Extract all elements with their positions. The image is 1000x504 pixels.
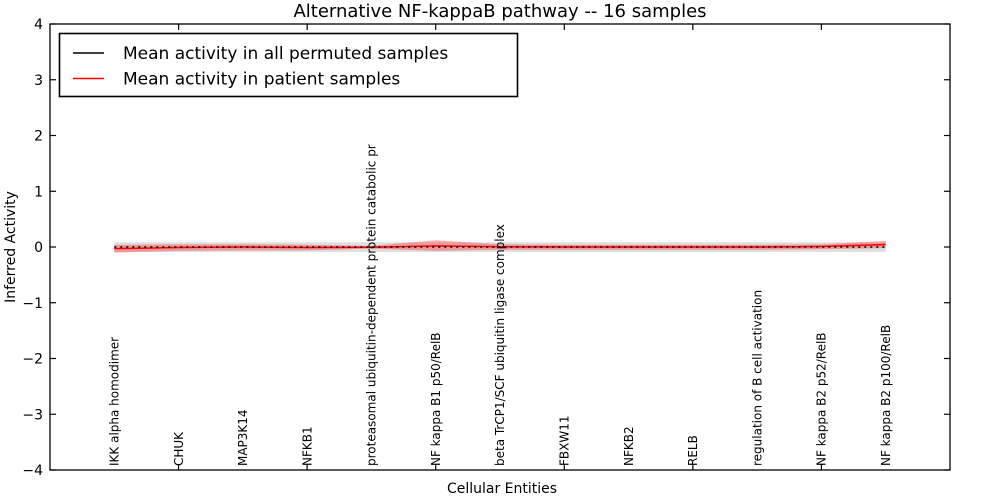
legend-box — [58, 32, 519, 98]
entity-label: beta TrCP1/SCF ubiquitin ligase complex — [493, 224, 507, 466]
y-tick-label: 0 — [34, 240, 43, 256]
y-tick-labels: 4 3 2 1 0 −1 −2 −3 −4 — [22, 17, 43, 479]
entity-labels: IKK alpha homodimer CHUK MAP3K14 NFKB1 prote… — [107, 144, 892, 466]
entity-label: proteasomal ubiquitin-dependent protein … — [365, 144, 379, 466]
legend-item-patient: Mean activity in patient samples — [73, 70, 400, 90]
y-tick-label: 1 — [34, 184, 43, 200]
entity-label: regulation of B cell activation — [750, 290, 764, 466]
entity-label: NF kappa B2 p52/RelB — [815, 332, 829, 466]
entity-label: FBXW11 — [557, 416, 571, 467]
y-tick-label: 2 — [34, 129, 43, 145]
y-tick-label: 4 — [34, 17, 43, 33]
legend-label-patient: Mean activity in patient samples — [123, 70, 400, 90]
entity-label: NF kappa B2 p100/RelB — [879, 325, 893, 466]
y-axis-label: Inferred Activity — [3, 191, 19, 303]
entity-label: MAP3K14 — [236, 409, 250, 466]
y-tick-label: −1 — [22, 296, 43, 312]
entity-label: NFKB2 — [622, 426, 636, 466]
legend-label-permuted: Mean activity in all permuted samples — [123, 44, 448, 64]
series-lines — [114, 243, 886, 250]
y-tick-label: −4 — [22, 463, 43, 479]
entity-label: RELB — [686, 435, 700, 466]
y-tick-label: −2 — [22, 352, 43, 368]
legend: Mean activity in all permuted samples Me… — [58, 32, 519, 98]
legend-item-permuted: Mean activity in all permuted samples — [73, 44, 448, 64]
y-tick-label: −3 — [22, 407, 43, 423]
y-tick-label: 3 — [34, 73, 43, 89]
chart-title: Alternative NF-kappaB pathway -- 16 samp… — [293, 1, 706, 22]
entity-label: NFKB1 — [300, 426, 314, 466]
entity-label: CHUK — [172, 431, 186, 466]
entity-label: NF kappa B1 p50/RelB — [429, 332, 443, 466]
x-axis-label: Cellular Entities — [447, 481, 557, 497]
axis-ticks — [50, 23, 950, 471]
entity-label: IKK alpha homodimer — [107, 337, 121, 466]
